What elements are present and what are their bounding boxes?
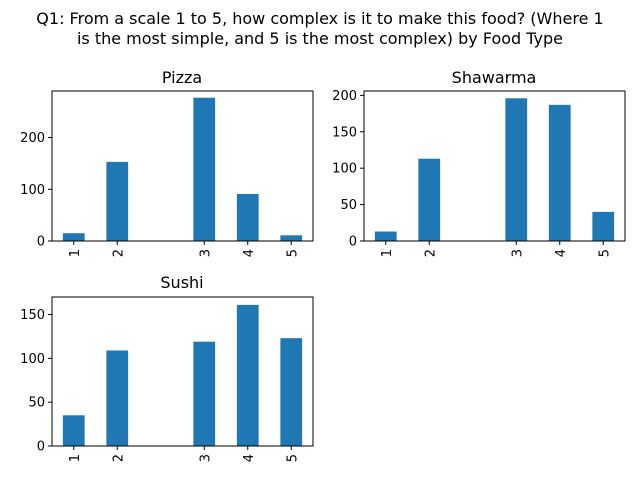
pizza-bar-2 <box>106 161 129 241</box>
sushi-chart-title: Sushi <box>160 273 203 292</box>
sushi-bar-4 <box>236 304 259 446</box>
pizza-ytick-label-0: 0 <box>37 235 45 250</box>
shawarma-ytick-label-200: 200 <box>332 89 357 104</box>
pizza-chart: Pizza 1 2 3 4 5 0 100 200 <box>20 68 314 257</box>
shawarma-ytick-label-100: 100 <box>332 162 357 177</box>
pizza-bar-3 <box>193 97 216 241</box>
sushi-ytick-label-150: 150 <box>20 308 45 323</box>
shawarma-ytick-label-150: 150 <box>332 125 357 140</box>
sushi-ytick-label-50: 50 <box>28 396 45 411</box>
shawarma-xtick-label-5: 5 <box>597 249 612 257</box>
shawarma-bar-4 <box>548 104 571 241</box>
pizza-xtick-label-3: 3 <box>198 249 213 257</box>
shawarma-xtick-label-1: 1 <box>380 249 395 257</box>
sushi-ytick-label-0: 0 <box>37 440 45 455</box>
shawarma-chart-title: Shawarma <box>452 68 537 87</box>
shawarma-axes-frame <box>363 90 626 242</box>
shawarma-bar-5 <box>592 211 615 241</box>
shawarma-xtick-label-2: 2 <box>423 249 438 257</box>
pizza-xtick-label-2: 2 <box>111 249 126 257</box>
pizza-ytick-label-100: 100 <box>20 183 45 198</box>
pizza-chart-title: Pizza <box>162 68 202 87</box>
sushi-xtick-label-2: 2 <box>111 454 126 462</box>
pizza-bar-4 <box>236 193 259 241</box>
sushi-bar-2 <box>106 350 129 446</box>
shawarma-ytick-label-0: 0 <box>349 235 357 250</box>
shawarma-xtick-label-3: 3 <box>510 249 525 257</box>
sushi-xtick-label-3: 3 <box>198 454 213 462</box>
pizza-ytick-label-200: 200 <box>20 131 45 146</box>
sushi-bar-1 <box>62 415 85 446</box>
shawarma-xtick-label-4: 4 <box>554 249 569 257</box>
sushi-bar-5 <box>280 338 303 446</box>
pizza-xtick-label-4: 4 <box>242 249 257 257</box>
shawarma-bar-1 <box>374 231 397 241</box>
figure-title-line-1: Q1: From a scale 1 to 5, how complex is … <box>36 9 603 28</box>
pizza-bar-1 <box>62 233 85 241</box>
sushi-xtick-label-1: 1 <box>68 454 83 462</box>
pizza-xtick-label-5: 5 <box>285 249 300 257</box>
figure-title-line-2: is the most simple, and 5 is the most co… <box>77 29 563 48</box>
sushi-xtick-label-5: 5 <box>285 454 300 462</box>
pizza-bar-5 <box>280 235 303 241</box>
pizza-xtick-label-1: 1 <box>68 249 83 257</box>
pizza-axes-frame <box>51 90 314 242</box>
shawarma-bar-3 <box>505 98 528 241</box>
sushi-xtick-label-4: 4 <box>242 454 257 462</box>
sushi-bar-3 <box>193 341 216 446</box>
shawarma-ytick-label-50: 50 <box>340 198 357 213</box>
sushi-ytick-label-100: 100 <box>20 352 45 367</box>
shawarma-bar-2 <box>418 158 441 241</box>
sushi-axes-frame <box>51 296 314 447</box>
